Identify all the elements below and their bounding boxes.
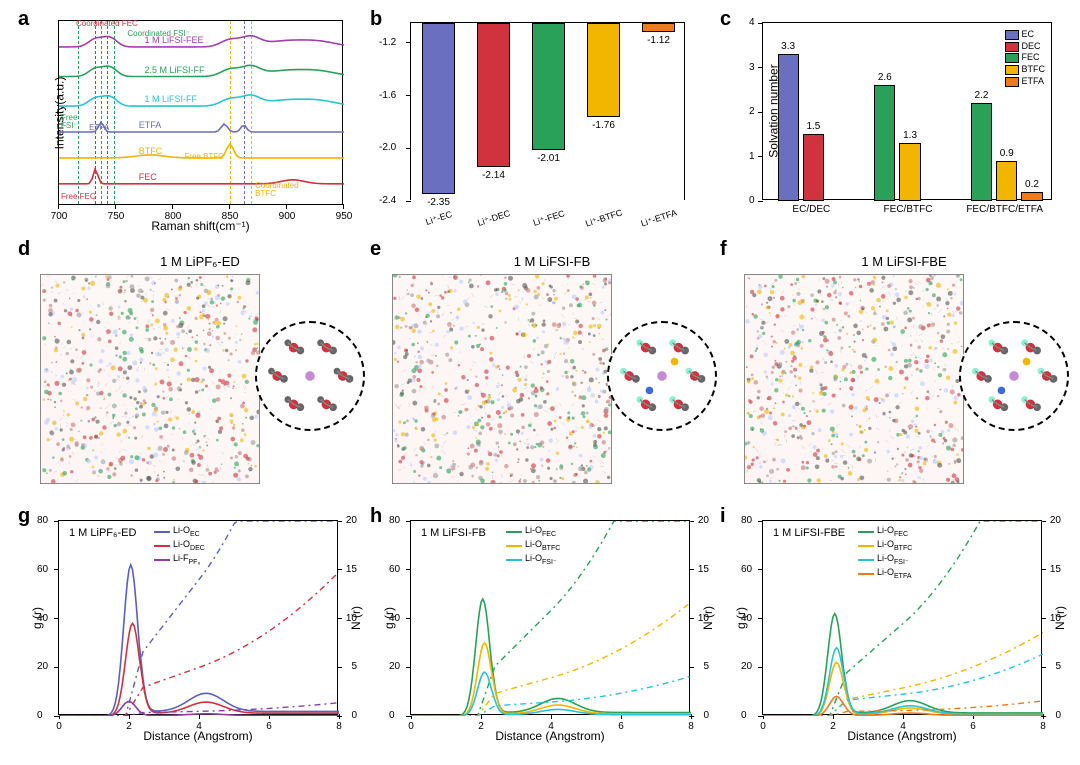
sim-f (744, 274, 964, 484)
chart-h: 02468020406080051015201 M LiFSI-FBLi-OFE… (410, 520, 690, 715)
panel-label-b: b (370, 8, 382, 31)
panel-label-e: e (370, 238, 381, 261)
title-d: 1 M LiPF₆-ED (40, 254, 360, 269)
panel-label-f: f (720, 238, 727, 261)
panel-b: Interaction strength (eV) -2.4-2.0-1.6-1… (410, 22, 685, 200)
panel-f: 1 M LiFSI-FBE (744, 256, 1064, 491)
solvation-d (255, 321, 365, 431)
chart-a: 7007508008509009501 M LiFSI-FEE2.5 M LiF… (58, 20, 343, 205)
panel-g: g (r) N (r) Distance (Angstrom) 02468020… (58, 520, 338, 715)
solvation-f (959, 321, 1069, 431)
chart-g: 02468020406080051015201 M LiPF₆-EDLi-OEC… (58, 520, 338, 715)
panel-a: Intensity(a.u.) Raman shift(cm⁻¹) 700750… (58, 20, 343, 205)
sim-e (392, 274, 612, 484)
panel-label-g: g (18, 505, 30, 528)
solvation-e (607, 321, 717, 431)
panel-label-a: a (18, 8, 29, 31)
panel-i: g (r) N (r) Distance (Angstrom) 02468020… (762, 520, 1042, 715)
chart-i: 02468020406080051015201 M LiFSI-FBELi-OF… (762, 520, 1042, 715)
panel-label-c: c (720, 8, 731, 31)
panel-e: 1 M LiFSI-FB (392, 256, 712, 491)
title-e: 1 M LiFSI-FB (392, 254, 712, 269)
chart-c: 012343.31.5EC/DEC2.61.3FEC/BTFC2.20.90.2… (762, 22, 1052, 200)
title-f: 1 M LiFSI-FBE (744, 254, 1064, 269)
panel-label-d: d (18, 238, 30, 261)
panel-label-i: i (720, 505, 726, 528)
panel-h: g (r) N (r) Distance (Angstrom) 02468020… (410, 520, 690, 715)
sim-d (40, 274, 260, 484)
panel-label-h: h (370, 505, 382, 528)
chart-b: -2.4-2.0-1.6-1.2-2.35Li⁺-EC-2.14Li⁺-DEC-… (410, 22, 685, 200)
panel-c: Solvation number 012343.31.5EC/DEC2.61.3… (762, 22, 1052, 200)
panel-d: 1 M LiPF₆-ED (40, 256, 360, 491)
